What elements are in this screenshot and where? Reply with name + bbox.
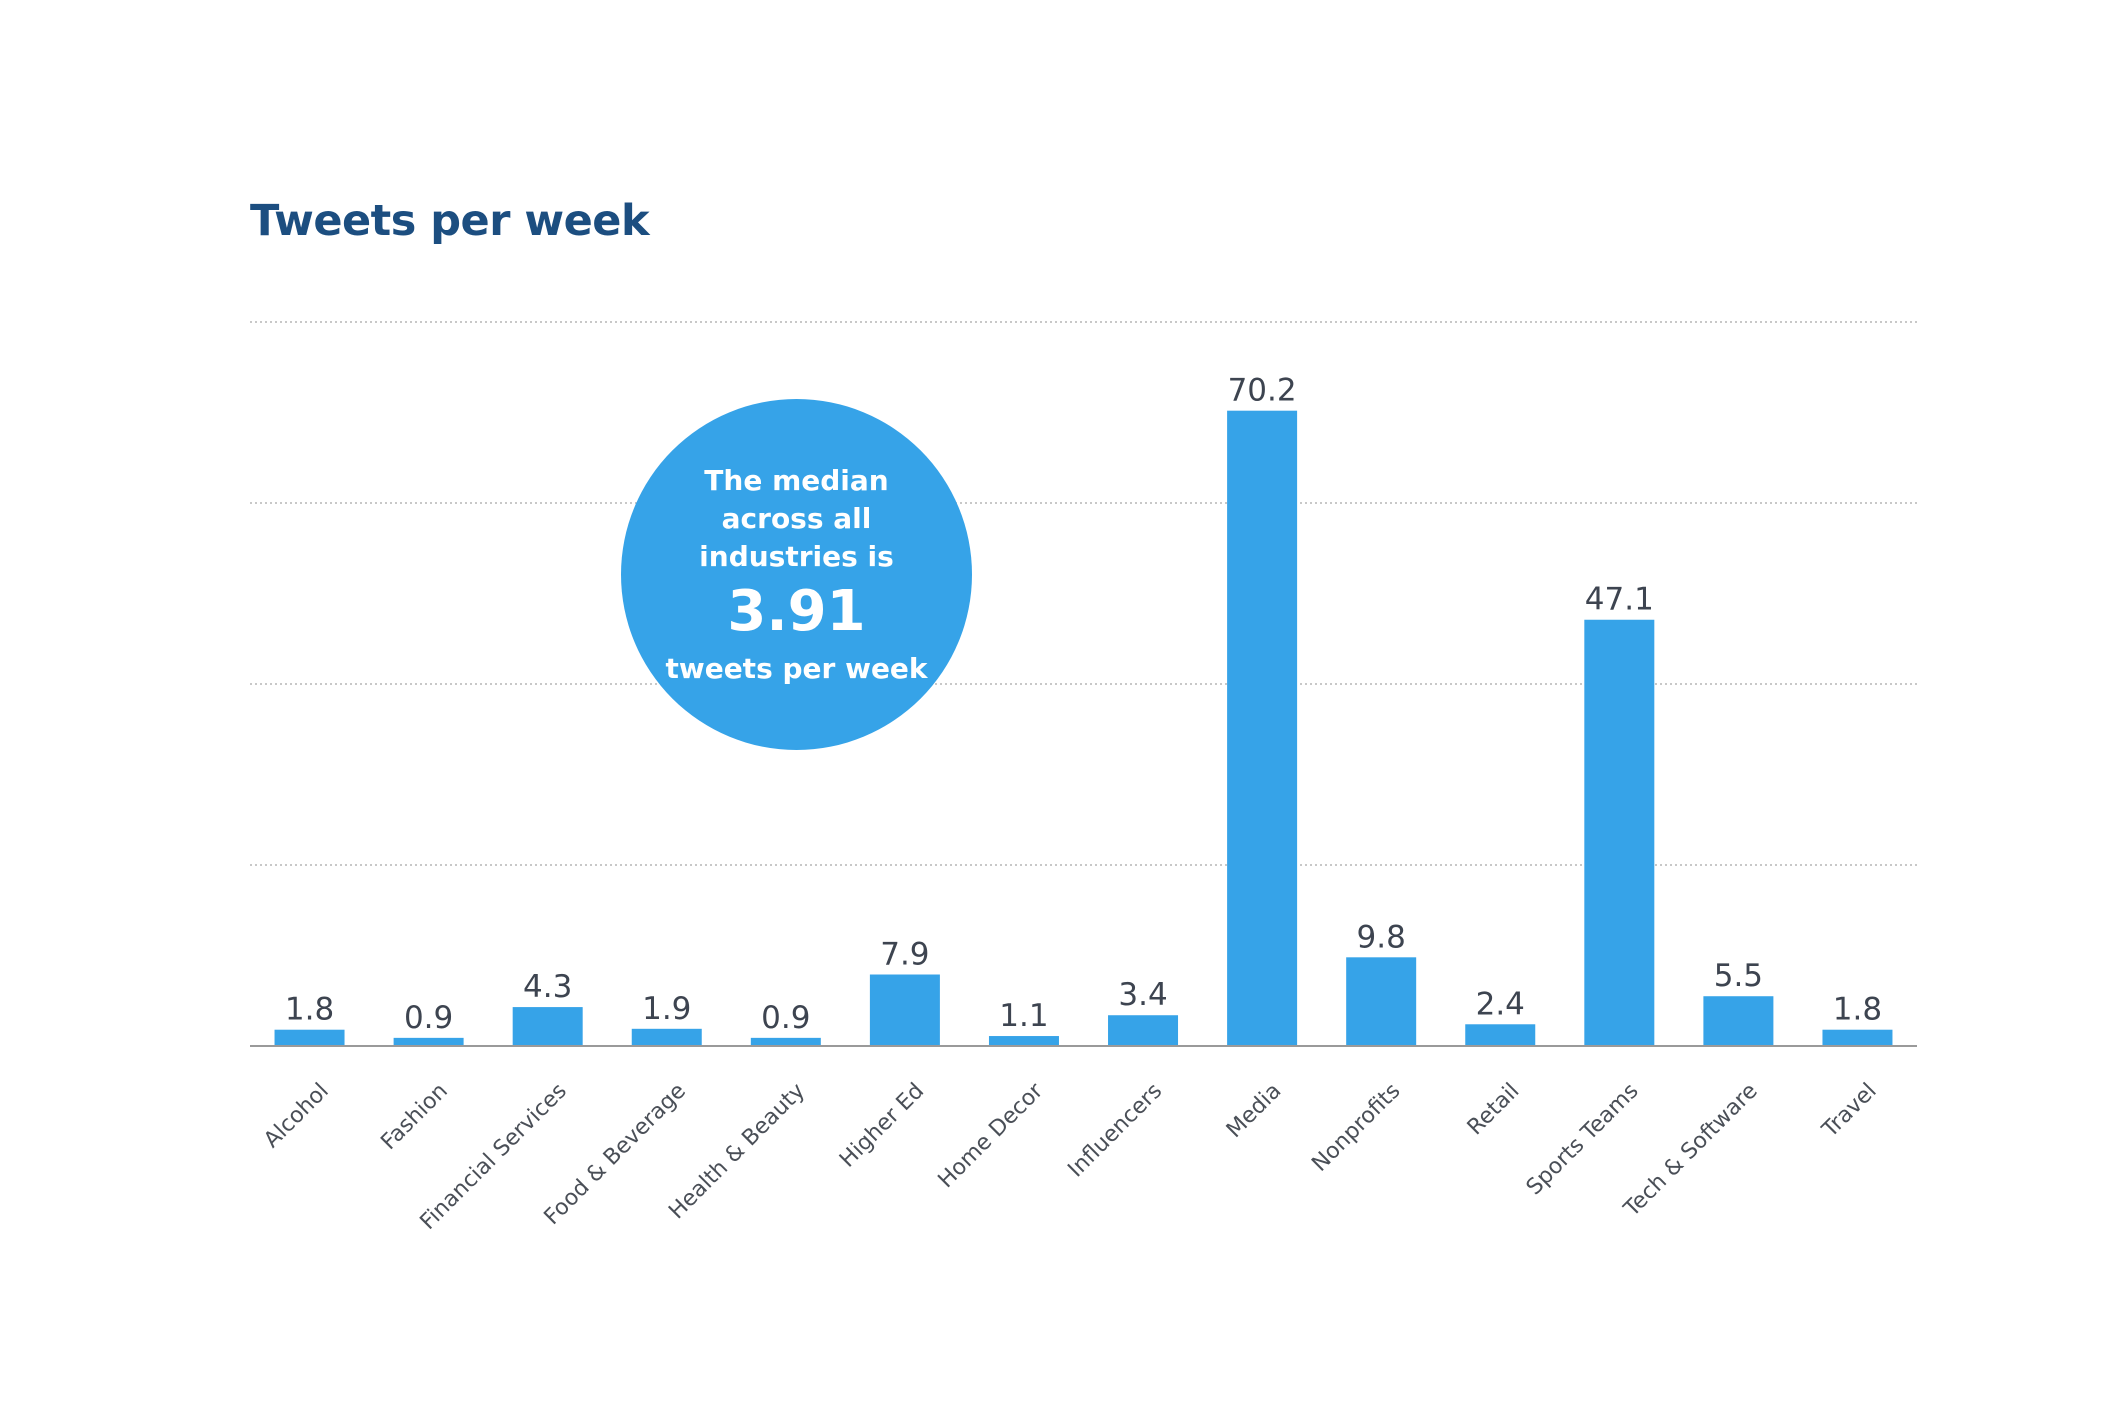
median-callout: The median across all industries is 3.91… (621, 399, 972, 750)
bar-value-label: 70.2 (1228, 373, 1297, 409)
x-tick-label: Alcohol (259, 1079, 333, 1153)
x-tick-label: Tech & Software (1619, 1079, 1763, 1223)
bar-value-label: 1.8 (1833, 992, 1882, 1028)
bar-value-label: 4.3 (523, 969, 572, 1005)
bar-value-label: 1.8 (285, 992, 334, 1028)
bar (1584, 619, 1655, 1046)
bar-value-label: 7.9 (880, 937, 929, 973)
x-tick-label: Nonprofits (1307, 1079, 1405, 1177)
bar-value-label: 47.1 (1585, 582, 1654, 618)
bar (512, 1007, 583, 1046)
x-tick-label: Retail (1463, 1079, 1525, 1141)
bar-value-label: 1.1 (999, 998, 1048, 1034)
chart-title: Tweets per week (250, 196, 650, 246)
x-tick-label: Higher Ed (835, 1079, 929, 1173)
x-tick-label: Sports Teams (1522, 1079, 1644, 1201)
callout-median-value: 3.91 (727, 578, 866, 644)
callout-line-1: The median (704, 463, 889, 497)
bar-value-label: 0.9 (761, 1000, 810, 1036)
value-labels: 1.8 0.9 4.3 1.9 0.9 7.9 1.1 3.4 70.2 9.8 2.4 47.1 5.… (285, 373, 1882, 1036)
bar (1108, 1015, 1179, 1046)
bar (274, 1029, 345, 1046)
bar-value-label: 1.9 (642, 991, 691, 1027)
bar-value-label: 0.9 (404, 1000, 453, 1036)
callout-unit: tweets per week (665, 651, 928, 685)
bar (631, 1028, 702, 1046)
bar (1703, 996, 1774, 1046)
x-tick-label: Influencers (1063, 1079, 1167, 1183)
bar-value-label: 5.5 (1714, 958, 1763, 994)
bar (750, 1037, 821, 1046)
bar (869, 974, 940, 1046)
x-tick-label: Media (1222, 1079, 1286, 1143)
bar (393, 1037, 464, 1046)
bar-value-label: 3.4 (1118, 977, 1167, 1013)
bars (274, 410, 1893, 1046)
x-tick-label: Home Decor (934, 1078, 1049, 1193)
bar-value-label: 9.8 (1357, 919, 1406, 955)
x-tick-label: Fashion (376, 1079, 452, 1155)
gridlines (250, 321, 1917, 866)
bar (1822, 1029, 1893, 1046)
x-tick-label: Travel (1817, 1079, 1882, 1144)
bar (988, 1036, 1059, 1046)
callout-line-3: industries is (699, 539, 894, 573)
bar (1346, 957, 1417, 1046)
bar (1227, 410, 1298, 1046)
bar (1465, 1024, 1536, 1046)
callout-line-2: across all (721, 501, 872, 535)
bar-value-label: 2.4 (1476, 986, 1525, 1022)
